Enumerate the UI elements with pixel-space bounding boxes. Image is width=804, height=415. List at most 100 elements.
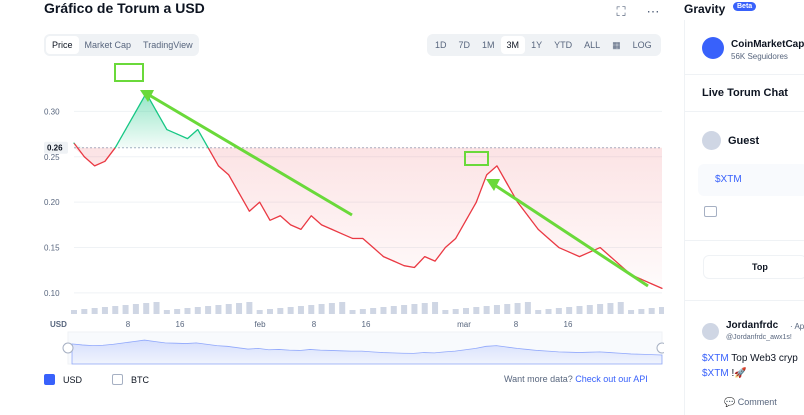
- price-line-segment: [372, 247, 384, 258]
- post-body: $XTM Top Web3 cryp $XTM !🚀: [702, 351, 798, 381]
- volume-bar: [267, 309, 273, 314]
- price-line-segment: [641, 278, 652, 285]
- post-author-avatar[interactable]: [702, 323, 719, 340]
- navigator-handle-right: [656, 342, 668, 354]
- volume-bar: [349, 310, 356, 314]
- price-point: [558, 246, 560, 249]
- x-tick-label: feb: [254, 320, 266, 329]
- volume-bar: [246, 302, 253, 314]
- tab-tradingview[interactable]: TradingView: [143, 40, 193, 50]
- price-line-segment: [599, 247, 611, 258]
- volume-bar: [555, 308, 562, 314]
- price-line-segment: [259, 201, 271, 221]
- image-upload-icon[interactable]: [704, 206, 717, 217]
- price-chart[interactable]: 0.30 0.25 0.20 0.15 0.10 0.26 USD 8 16 feb 8 16 mar 8…: [44, 62, 668, 372]
- price-point: [73, 142, 75, 144]
- price-line-segment: [197, 129, 209, 149]
- tab-market-cap[interactable]: Market Cap: [84, 40, 132, 50]
- price-line-segment: [155, 111, 168, 130]
- btc-toggle[interactable]: BTC: [112, 374, 149, 385]
- post-tag[interactable]: $XTM: [702, 353, 729, 364]
- price-point: [279, 215, 281, 217]
- price-line-segment: [83, 156, 96, 167]
- volume-bar: [328, 303, 335, 314]
- volume-bar: [112, 306, 119, 314]
- volume-bar: [132, 304, 139, 314]
- price-line-segment: [609, 256, 622, 267]
- btc-checkbox[interactable]: [112, 374, 124, 385]
- chat-input[interactable]: [698, 164, 804, 196]
- volume-bar: [318, 304, 325, 314]
- range-3m[interactable]: 3M: [500, 36, 526, 54]
- volume-bar: [194, 307, 201, 314]
- source-name[interactable]: CoinMarketCap: [731, 39, 804, 50]
- comment-button[interactable]: 💬 Comment: [724, 397, 777, 407]
- volume-bar: [473, 307, 480, 314]
- price-line-segment: [393, 260, 405, 267]
- volume-bar: [545, 309, 552, 314]
- price-point: [135, 110, 137, 112]
- post-author[interactable]: Jordanfrdc: [726, 320, 779, 331]
- volume-bar: [236, 303, 243, 314]
- post-tag[interactable]: $XTM: [702, 368, 729, 379]
- range-7d[interactable]: 7D: [458, 40, 471, 50]
- price-line-segment: [465, 201, 477, 221]
- price-point: [104, 160, 106, 162]
- volume-bar: [524, 302, 531, 314]
- volume-bar: [122, 305, 129, 314]
- price-line-segment: [104, 147, 116, 162]
- tab-price[interactable]: Price: [46, 36, 79, 54]
- calendar-icon[interactable]: ▦: [612, 40, 621, 50]
- log-scale-toggle[interactable]: LOG: [632, 40, 652, 50]
- price-line-segment: [207, 147, 219, 167]
- usd-toggle[interactable]: USD: [44, 374, 82, 385]
- range-1m[interactable]: 1M: [482, 40, 495, 50]
- range-1d[interactable]: 1D: [435, 40, 447, 50]
- more-horizontal-icon[interactable]: ⋯: [646, 4, 660, 19]
- volume-bar: [163, 310, 170, 314]
- price-point: [155, 110, 158, 112]
- price-point: [228, 174, 230, 176]
- price-line-segment: [125, 111, 137, 130]
- y-tick-label: 0.10: [44, 289, 60, 298]
- price-point: [537, 228, 539, 230]
- top-sort-button[interactable]: [703, 255, 804, 279]
- volume-bar: [225, 304, 232, 314]
- chart-actions: ⛶ ⋯: [614, 4, 660, 20]
- expand-icon[interactable]: ⛶: [616, 4, 626, 19]
- post-text: !🚀: [728, 368, 747, 379]
- price-point: [382, 256, 385, 258]
- volume-bar: [514, 303, 521, 314]
- price-point: [259, 201, 261, 203]
- price-line-segment: [248, 201, 261, 212]
- price-line-segment: [579, 251, 591, 258]
- price-point: [393, 260, 395, 262]
- volume-bar: [91, 308, 98, 314]
- price-point: [620, 265, 622, 267]
- price-line-segment: [444, 237, 457, 249]
- current-price-tag: [44, 141, 68, 154]
- price-line-segment: [434, 247, 446, 262]
- range-ytd[interactable]: YTD: [554, 40, 573, 50]
- price-point: [310, 215, 312, 217]
- price-line-segment: [383, 256, 395, 262]
- volume-bar: [442, 310, 449, 314]
- api-link[interactable]: Check out our API: [575, 374, 648, 384]
- price-line-segment: [114, 129, 127, 149]
- divider: [685, 240, 804, 241]
- volume-bar: [339, 302, 346, 314]
- price-line-segment: [517, 201, 529, 217]
- api-promo: Want more data? Check out our API: [504, 374, 648, 384]
- price-point: [475, 201, 477, 203]
- y-tick-label: 0.20: [44, 198, 60, 207]
- live-chat-title: Live Torum Chat: [702, 87, 788, 99]
- current-price-label: 0.26: [47, 144, 63, 153]
- price-point: [568, 251, 570, 253]
- price-point: [424, 256, 426, 258]
- usd-checkbox[interactable]: [44, 374, 55, 385]
- range-all[interactable]: ALL: [584, 40, 601, 50]
- range-1y[interactable]: 1Y: [531, 40, 543, 50]
- volume-bar: [380, 307, 387, 314]
- price-point: [506, 183, 508, 185]
- annotation-arrow-2: [489, 180, 649, 288]
